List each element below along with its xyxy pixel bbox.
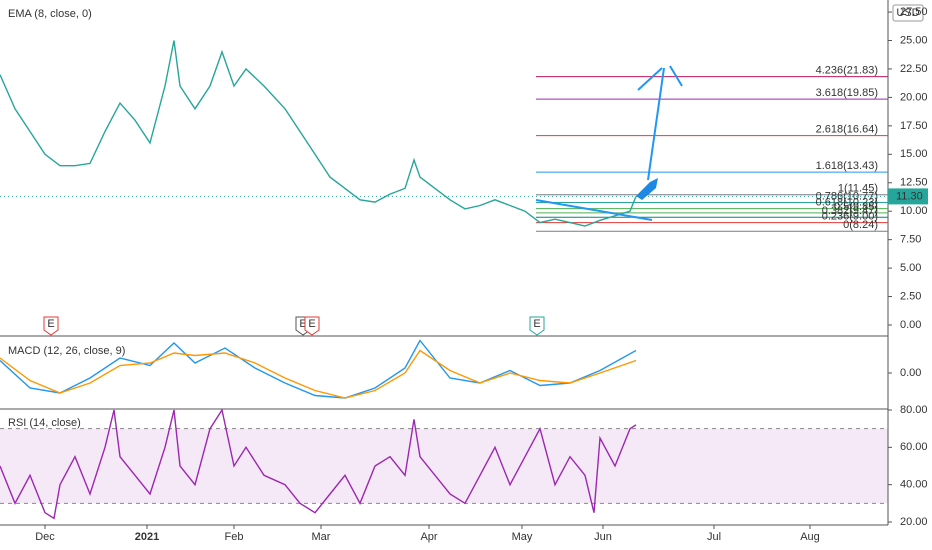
drawings [535, 65, 683, 221]
earnings-label: E [308, 318, 315, 330]
x-tick-label: Jun [594, 531, 612, 543]
earnings-marker [529, 316, 545, 336]
fib-label: 0.618(10.23) [816, 196, 878, 208]
x-tick-label: May [512, 531, 533, 543]
y-tick-label: 80.00 [900, 404, 928, 416]
earnings-label: E [533, 318, 540, 330]
y-tick-label: 0.00 [900, 367, 921, 379]
y-tick-label: 0.00 [900, 319, 921, 331]
x-tick-label: Feb [225, 531, 244, 543]
fib-label: 2.618(16.64) [816, 124, 878, 136]
fib-label: 0(8.24) [843, 219, 878, 231]
last-price-box [888, 188, 928, 205]
indicator-title: RSI (14, close) [8, 417, 81, 429]
series-line [0, 40, 637, 227]
x-tick-label: Mar [312, 531, 331, 543]
y-tick-label: 27.50 [900, 6, 928, 18]
earnings-marker [304, 316, 320, 336]
y-tick-label: 25.00 [900, 34, 928, 46]
indicator-title: MACD (12, 26, close, 9) [8, 345, 125, 357]
earnings-marker [43, 316, 59, 336]
y-tick-label: 12.50 [900, 177, 928, 189]
y-tick-label: 22.50 [900, 63, 928, 75]
y-tick-label: 60.00 [900, 441, 928, 453]
y-tick-label: 10.00 [900, 205, 928, 217]
fib-label: 0.236(9.00) [822, 210, 878, 222]
series-line [0, 408, 637, 520]
fib-label: 4.236(21.83) [816, 64, 878, 76]
x-tick-label: Dec [35, 531, 55, 543]
indicator-title: EMA (8, close, 0) [8, 8, 92, 20]
last-price: 11.30 [896, 190, 923, 202]
fib-label: 3.618(19.85) [816, 87, 878, 99]
x-tick-label: 2021 [135, 531, 159, 543]
y-tick-label: 2.50 [900, 290, 921, 302]
fib-label: 1(11.45) [838, 183, 878, 195]
arrow-head [637, 67, 663, 91]
fib-label: 0.786(10.77) [816, 190, 878, 202]
y-tick-label: 40.00 [900, 479, 928, 491]
y-tick-label: 20.00 [900, 516, 928, 528]
y-tick-label: 15.00 [900, 148, 928, 160]
currency: USD [896, 7, 919, 19]
earnings-label: E [47, 318, 54, 330]
trend-line [535, 199, 653, 221]
y-tick-label: 7.50 [900, 234, 921, 246]
x-tick-label: Aug [800, 531, 820, 543]
series-line [0, 349, 637, 399]
arrow-shaft [647, 67, 665, 181]
x-tick-label: Apr [420, 531, 437, 543]
currency-box[interactable] [892, 4, 924, 22]
arrow-head [669, 65, 683, 87]
earnings-label: E [299, 318, 306, 330]
fib-label: 0.382(9.47) [822, 205, 878, 217]
fib-label: 0.5(9.85) [834, 201, 878, 213]
y-tick-label: 20.00 [900, 91, 928, 103]
rocket-icon [636, 178, 658, 200]
x-tick-label: Jul [707, 531, 721, 543]
fib-label: 1.618(13.43) [816, 160, 878, 172]
rsi-band [0, 428, 888, 504]
y-tick-label: 5.00 [900, 262, 921, 274]
y-tick-label: 17.50 [900, 120, 928, 132]
